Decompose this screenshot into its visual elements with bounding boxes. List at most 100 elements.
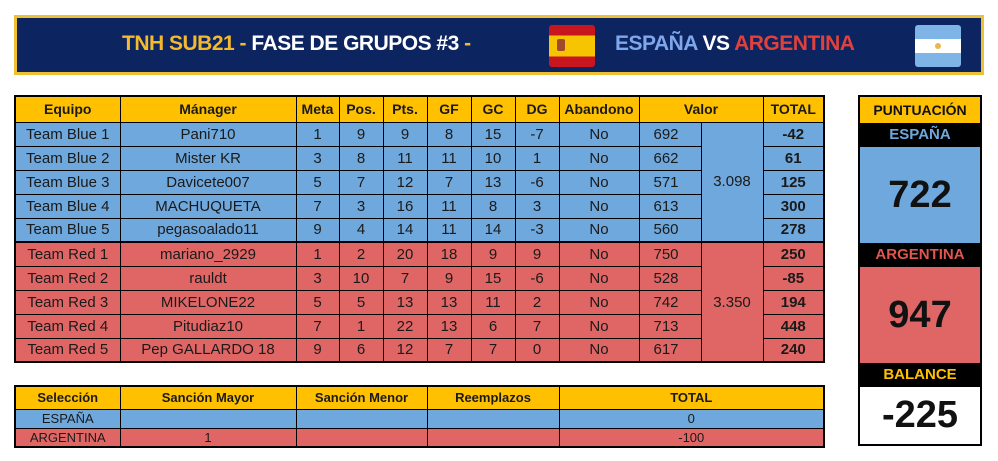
- phase-name: FASE DE GRUPOS #3: [251, 32, 459, 55]
- valor-total-red: 3.350: [700, 241, 764, 363]
- separator: -: [458, 32, 471, 55]
- score-title: PUNTUACIÓN: [860, 97, 980, 123]
- cell-dg: 1: [514, 145, 560, 171]
- penalty-cell: [295, 427, 428, 448]
- cell-dg: 9: [514, 241, 560, 267]
- column-header: Equipo: [14, 95, 121, 123]
- cell-abandono: No: [558, 289, 640, 315]
- cell-gf: 11: [426, 193, 472, 219]
- penalty-cell: -100: [558, 427, 825, 448]
- table-row: Team Red 5 Pep GALLARDO 18 9 6 12 7 7 0 No 617 240: [14, 337, 825, 363]
- cell-gf: 18: [426, 241, 472, 267]
- table-row: Team Red 1 mariano_2929 1 2 20 18 9 9 No 750 3.350…: [14, 241, 825, 363]
- cell-gc: 15: [470, 265, 516, 291]
- cell-pos: 9: [338, 121, 384, 147]
- column-header: Mánager: [119, 95, 297, 123]
- cell-pos: 1: [338, 313, 384, 339]
- cell-mnager: MIKELONE22: [119, 289, 297, 315]
- cell-pos: 7: [338, 169, 384, 195]
- score-panel: PUNTUACIÓN ESPAÑA 722 ARGENTINA 947 BALA…: [858, 95, 982, 446]
- cell-valor: 617: [638, 337, 702, 363]
- cell-valor: 560: [638, 217, 702, 243]
- cell-mnager: pegasoalado11: [119, 217, 297, 243]
- away-score-value: 947: [860, 267, 980, 363]
- penalties-table: Selección Sanción Mayor Sanción Menor Reemp…: [14, 385, 825, 448]
- column-header: TOTAL: [558, 385, 825, 410]
- cell-valor: 692: [638, 121, 702, 147]
- cell-equipo: Team Red 4: [14, 313, 121, 339]
- banner-title: TNH SUB21 - FASE DE GRUPOS #3 -: [122, 32, 471, 56]
- argentina-flag-icon: [915, 25, 961, 67]
- cell-mnager: Pitudiaz10: [119, 313, 297, 339]
- cell-meta: 1: [295, 121, 340, 147]
- cell-gf: 13: [426, 289, 472, 315]
- cell-meta: 9: [295, 217, 340, 243]
- cell-valor: 571: [638, 169, 702, 195]
- spain-flag-icon: [549, 25, 595, 67]
- cell-pos: 4: [338, 217, 384, 243]
- column-header: TOTAL: [762, 95, 825, 123]
- away-score-label: ARGENTINA: [875, 246, 965, 263]
- valor-total-blue: 3.098: [700, 121, 764, 243]
- cell-pts: 22: [382, 313, 428, 339]
- cell-abandono: No: [558, 337, 640, 363]
- column-header: Sanción Menor: [295, 385, 428, 410]
- cell-dg: 2: [514, 289, 560, 315]
- cell-pts: 11: [382, 145, 428, 171]
- cell-equipo: Team Blue 4: [14, 193, 121, 219]
- table-row: ARGENTINA 1 -100: [14, 427, 825, 448]
- table-row: Team Red 3 MIKELONE22 5 5 13 13 11 2 No 742 194: [14, 289, 825, 315]
- cell-abandono: No: [558, 169, 640, 195]
- vs-label: VS: [697, 32, 735, 55]
- cell-meta: 5: [295, 289, 340, 315]
- penalty-cell: [119, 408, 297, 429]
- cell-total: -42: [762, 121, 825, 147]
- balance-label: BALANCE: [883, 366, 957, 383]
- table-row: Team Blue 1 Pani710 1 9 9 8 15 -7 No 692 3.098 -42: [14, 121, 825, 243]
- cell-dg: -3: [514, 217, 560, 243]
- cell-pts: 20: [382, 241, 428, 267]
- penalty-cell: ARGENTINA: [14, 427, 121, 448]
- cell-mnager: Davicete007: [119, 169, 297, 195]
- cell-meta: 3: [295, 145, 340, 171]
- cell-pts: 12: [382, 337, 428, 363]
- cell-total: 448: [762, 313, 825, 339]
- cell-gc: 8: [470, 193, 516, 219]
- cell-pos: 2: [338, 241, 384, 267]
- cell-mnager: Pani710: [119, 121, 297, 147]
- penalty-cell: [426, 408, 560, 429]
- penalty-cell: [295, 408, 428, 429]
- cell-gc: 10: [470, 145, 516, 171]
- cell-dg: -6: [514, 169, 560, 195]
- separator: -: [234, 32, 252, 55]
- cell-abandono: No: [558, 313, 640, 339]
- cell-abandono: No: [558, 121, 640, 147]
- cell-gf: 11: [426, 217, 472, 243]
- table-row: Team Red 2 rauldt 3 10 7 9 15 -6 No 528 -85: [14, 265, 825, 291]
- cell-pos: 3: [338, 193, 384, 219]
- matchup: ESPAÑA VS ARGENTINA: [615, 32, 855, 56]
- cell-dg: -6: [514, 265, 560, 291]
- home-team-name: ESPAÑA: [615, 32, 698, 55]
- column-header: GF: [426, 95, 472, 123]
- table-row: Team Blue 5 pegasoalado11 9 4 14 11 14 -3 No 560 2…: [14, 217, 825, 243]
- cell-gc: 15: [470, 121, 516, 147]
- cell-gf: 7: [426, 169, 472, 195]
- column-header: Valor: [638, 95, 764, 123]
- column-header: Meta: [295, 95, 340, 123]
- cell-dg: -7: [514, 121, 560, 147]
- cell-pts: 12: [382, 169, 428, 195]
- cell-pts: 9: [382, 121, 428, 147]
- cell-meta: 7: [295, 313, 340, 339]
- cell-total: 61: [762, 145, 825, 171]
- cell-mnager: MACHUQUETA: [119, 193, 297, 219]
- cell-meta: 5: [295, 169, 340, 195]
- cell-valor: 750: [638, 241, 702, 267]
- penalty-cell: 1: [119, 427, 297, 448]
- cell-equipo: Team Blue 3: [14, 169, 121, 195]
- teams-table: Equipo Mánager Meta Pos. Pts. GF GC DG Abandono V…: [14, 95, 825, 363]
- penalty-cell: [426, 427, 560, 448]
- match-banner: TNH SUB21 - FASE DE GRUPOS #3 - ESPAÑA V…: [14, 15, 984, 75]
- cell-gc: 9: [470, 241, 516, 267]
- table-row: Team Blue 4 MACHUQUETA 7 3 16 11 8 3 No 613 300: [14, 193, 825, 219]
